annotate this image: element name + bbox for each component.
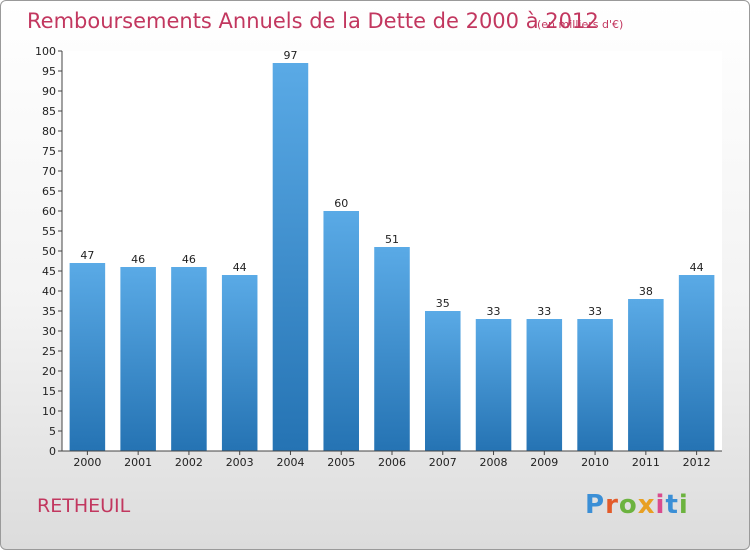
y-tick-label: 95	[42, 65, 56, 78]
bar-value-label-2010: 33	[588, 305, 602, 318]
bar-2007	[425, 311, 461, 451]
y-tick-label: 60	[42, 205, 56, 218]
proxiti-logo[interactable]: Proxiti	[585, 490, 689, 520]
y-tick-label: 85	[42, 105, 56, 118]
y-tick-label: 70	[42, 165, 56, 178]
x-tick-label-2011: 2011	[632, 456, 660, 469]
bar-2011	[628, 299, 664, 451]
y-tick-label: 90	[42, 85, 56, 98]
y-tick-label: 35	[42, 305, 56, 318]
x-tick-label-2002: 2002	[175, 456, 203, 469]
bar-value-label-2008: 33	[487, 305, 501, 318]
y-tick-label: 0	[49, 445, 56, 458]
y-tick-label: 55	[42, 225, 56, 238]
bar-2009	[526, 319, 563, 451]
bar-2000	[69, 263, 106, 451]
bar-value-label-2009: 33	[537, 305, 551, 318]
y-tick-label: 65	[42, 185, 56, 198]
chart-unit: (en milliers d'€)	[537, 18, 624, 31]
bar-value-label-2002: 46	[182, 253, 196, 266]
x-tick-label-2001: 2001	[124, 456, 152, 469]
bar-value-label-2000: 47	[80, 249, 94, 262]
x-tick-label-2010: 2010	[581, 456, 609, 469]
bar-2006	[374, 247, 410, 451]
bar-2005	[323, 211, 359, 451]
bar-2010	[577, 319, 613, 451]
bar-2004	[272, 63, 309, 451]
bar-value-label-2005: 60	[334, 197, 348, 210]
x-tick-label-2009: 2009	[530, 456, 558, 469]
y-tick-label: 15	[42, 385, 56, 398]
bar-2008	[475, 319, 512, 451]
x-tick-label-2003: 2003	[226, 456, 254, 469]
location-label: RETHEUIL	[37, 495, 131, 517]
y-tick-label: 45	[42, 265, 56, 278]
x-tick-label-2004: 2004	[276, 456, 304, 469]
bar-value-label-2001: 46	[131, 253, 145, 266]
x-tick-label-2000: 2000	[73, 456, 101, 469]
y-tick-label: 75	[42, 145, 56, 158]
x-tick-label-2007: 2007	[429, 456, 457, 469]
bar-2012	[678, 275, 715, 451]
bar-value-label-2004: 97	[283, 49, 297, 62]
bar-value-label-2006: 51	[385, 233, 399, 246]
chart-title: Remboursements Annuels de la Dette de 20…	[27, 9, 599, 33]
y-tick-label: 40	[42, 285, 56, 298]
y-tick-label: 100	[35, 45, 56, 58]
y-tick-label: 5	[49, 425, 56, 438]
y-tick-label: 25	[42, 345, 56, 358]
bar-2001	[120, 267, 156, 451]
x-tick-label-2005: 2005	[327, 456, 355, 469]
x-tick-label-2006: 2006	[378, 456, 406, 469]
y-tick-label: 10	[42, 405, 56, 418]
bar-value-label-2011: 38	[639, 285, 653, 298]
bar-value-label-2003: 44	[233, 261, 247, 274]
y-tick-label: 20	[42, 365, 56, 378]
y-tick-label: 80	[42, 125, 56, 138]
y-tick-label: 30	[42, 325, 56, 338]
y-tick-label: 50	[42, 245, 56, 258]
x-tick-label-2012: 2012	[683, 456, 711, 469]
x-tick-label-2008: 2008	[480, 456, 508, 469]
bar-value-label-2012: 44	[690, 261, 704, 274]
bar-2002	[171, 267, 207, 451]
bar-value-label-2007: 35	[436, 297, 450, 310]
bar-2003	[221, 275, 258, 451]
